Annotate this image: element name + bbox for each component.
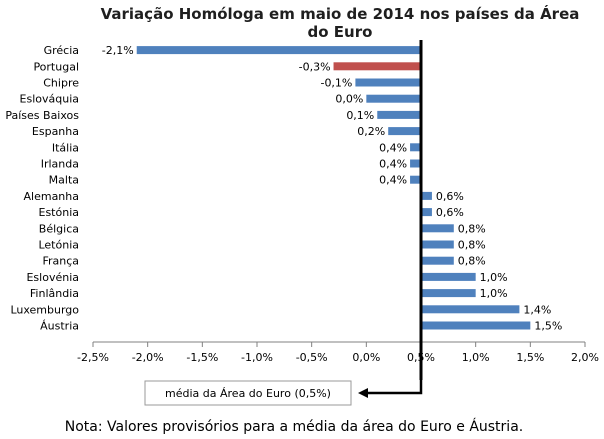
data-label: 0,6% [436, 190, 464, 203]
category-label: Irlanda [41, 158, 79, 171]
category-label: Letónia [38, 239, 79, 252]
chart-title-line-2: do Euro [308, 23, 373, 41]
x-tick-label: -2,5% [77, 351, 109, 364]
x-tick-labels: -2,5%-2,0%-1,5%-1,0%-0,5%0,0%0,5%1,0%1,5… [77, 351, 599, 364]
category-label: Portugal [33, 60, 79, 73]
bar [421, 305, 520, 314]
data-labels: -2,1% -0,3% -0,1% 0,0% 0,1% 0,2% 0,4% 0,4% 0,4% 0… [102, 44, 562, 332]
category-label: Bélgica [39, 222, 79, 235]
data-label: 0,1% [346, 109, 374, 122]
bar [136, 46, 421, 55]
bar [421, 272, 476, 281]
data-label: 0,8% [458, 255, 486, 268]
data-label: 0,2% [357, 125, 385, 138]
x-tick-label: 0,0% [352, 351, 380, 364]
data-label: 0,8% [458, 222, 486, 235]
bar [388, 127, 421, 136]
bar [421, 321, 531, 330]
category-label: Itália [52, 141, 79, 154]
data-label: 0,4% [379, 141, 407, 154]
category-label: Eslovénia [26, 271, 79, 284]
bar [333, 62, 421, 71]
category-label: Luxemburgo [10, 303, 79, 316]
bar [421, 256, 454, 265]
callout-arrow [368, 379, 423, 395]
data-label: 0,4% [379, 158, 407, 171]
bar [421, 208, 432, 217]
x-tick-label: -1,0% [241, 351, 273, 364]
category-label: Países Baixos [5, 109, 79, 122]
chart-title-line-1: Variação Homóloga em maio de 2014 nos pa… [101, 4, 580, 23]
data-label: 1,5% [534, 320, 562, 333]
bar [410, 159, 421, 168]
category-label: França [42, 255, 79, 268]
data-label: 0,0% [335, 93, 363, 106]
bar [355, 78, 421, 87]
category-label: Estónia [39, 206, 80, 219]
category-label: Eslováquia [20, 93, 79, 106]
bar [410, 143, 421, 152]
x-tick-label: -1,5% [186, 351, 218, 364]
data-label: 0,8% [458, 239, 486, 252]
category-label: Alemanha [24, 190, 80, 203]
bar [421, 240, 454, 249]
category-label: Grécia [44, 44, 79, 57]
x-tick-label: -2,0% [132, 351, 164, 364]
data-label: -2,1% [102, 44, 134, 57]
x-ticks [92, 342, 586, 347]
data-label: 0,6% [436, 206, 464, 219]
category-label: Áustria [40, 320, 79, 333]
callout-arrowhead [358, 388, 368, 398]
data-label: 0,4% [379, 174, 407, 187]
bar [421, 224, 454, 233]
bars [136, 46, 531, 330]
x-tick-label: 2,0% [571, 351, 599, 364]
bar [410, 175, 421, 184]
data-label: -0,1% [320, 77, 352, 90]
bar [377, 110, 421, 119]
bar [421, 191, 432, 200]
category-label: Espanha [32, 125, 79, 138]
x-tick-label: 1,0% [462, 351, 490, 364]
bar [366, 94, 421, 103]
callout-label: média da Área do Euro (0,5%) [165, 387, 331, 400]
data-label: 1,0% [480, 271, 508, 284]
chart-note: Nota: Valores provisórios para a média d… [65, 418, 523, 435]
x-tick-label: 1,5% [516, 351, 544, 364]
bar [421, 289, 476, 298]
data-label: 1,0% [480, 287, 508, 300]
category-label: Finlândia [30, 287, 79, 300]
category-label: Chipre [43, 77, 79, 90]
data-label: -0,3% [299, 60, 331, 73]
category-label: Malta [49, 174, 79, 187]
callout-box [144, 380, 352, 406]
data-label: 1,4% [523, 303, 551, 316]
category-labels: Grécia Portugal Chipre Eslováquia Países Bai… [5, 44, 79, 332]
x-tick-label: -0,5% [296, 351, 328, 364]
